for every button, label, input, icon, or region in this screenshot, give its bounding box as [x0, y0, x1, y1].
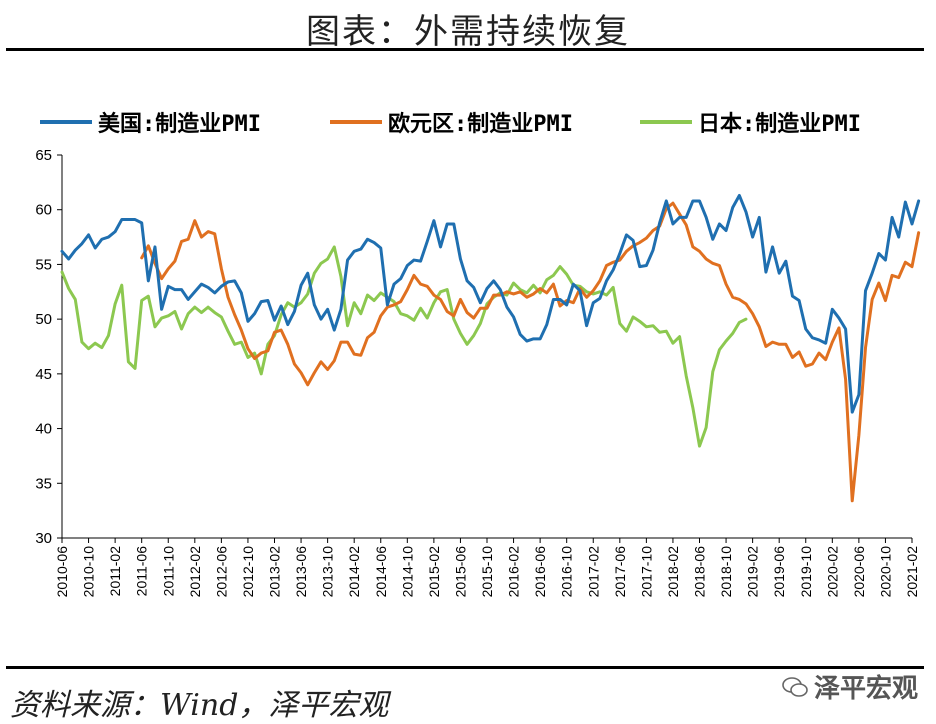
eurozone-pmi-line	[140, 201, 921, 503]
x-tick-label: 2017-06	[612, 546, 628, 598]
x-tick-label: 2011-06	[134, 546, 150, 597]
x-tick-label: 2016-02	[506, 546, 522, 598]
bottom-rule	[6, 666, 924, 669]
y-tick-label: 60	[35, 202, 52, 219]
wechat-icon	[782, 676, 808, 697]
x-tick-label: 2019-10	[798, 546, 814, 598]
legend-label-eurozone: 欧元区:制造业PMI	[388, 112, 573, 137]
x-tick-label: 2010-06	[54, 546, 70, 598]
x-tick-label: 2014-06	[373, 546, 389, 598]
y-tick-label: 30	[35, 530, 52, 547]
x-tick-label: 2014-02	[346, 546, 362, 598]
watermark-label: 泽平宏观	[813, 674, 918, 704]
y-tick-label: 40	[35, 421, 52, 438]
x-tick-label: 2012-02	[187, 546, 203, 598]
x-tick-label: 2018-06	[692, 546, 708, 598]
x-tick-label: 2012-10	[240, 546, 256, 598]
legend-item-us: 美国:制造业PMI	[40, 106, 261, 138]
y-tick-label: 65	[35, 147, 52, 164]
x-tick-label: 2011-10	[160, 546, 176, 597]
japan-pmi-line	[60, 245, 748, 448]
x-tick-label: 2021-02	[904, 546, 920, 598]
x-tick-label: 2020-10	[877, 546, 893, 598]
legend-label-japan: 日本:制造业PMI	[698, 112, 861, 137]
y-tick-label: 50	[35, 311, 52, 328]
legend-item-eurozone: 欧元区:制造业PMI	[330, 106, 573, 138]
chart-legend: 美国:制造业PMI 欧元区:制造业PMI 日本:制造业PMI	[40, 106, 920, 138]
y-tick-label: 35	[35, 475, 52, 492]
x-tick-label: 2020-02	[824, 546, 840, 598]
x-tick-label: 2013-10	[320, 546, 336, 598]
legend-swatch-eurozone	[330, 120, 382, 124]
top-rule	[6, 48, 924, 51]
legend-label-us: 美国:制造业PMI	[98, 112, 261, 137]
x-tick-label: 2013-06	[293, 546, 309, 598]
x-tick-label: 2018-02	[665, 546, 681, 598]
source-note: 资料来源：Wind，泽平宏观	[10, 688, 389, 723]
x-tick-label: 2014-10	[399, 546, 415, 598]
x-tick-label: 2011-02	[107, 546, 123, 597]
x-tick-label: 2015-10	[479, 546, 495, 598]
us-pmi-line	[60, 193, 921, 414]
x-tick-label: 2013-02	[267, 546, 283, 598]
figure-title: 图表：外需持续恢复	[306, 12, 630, 52]
x-tick-label: 2015-06	[452, 546, 468, 598]
x-tick-label: 2017-10	[638, 546, 654, 598]
x-tick-label: 2020-06	[851, 546, 867, 598]
y-tick-label: 55	[35, 256, 52, 273]
watermark: 泽平宏观	[782, 668, 918, 705]
legend-item-japan: 日本:制造业PMI	[640, 106, 861, 138]
legend-swatch-japan	[640, 120, 692, 124]
x-tick-label: 2018-10	[718, 546, 734, 598]
x-tick-label: 2019-02	[745, 546, 761, 598]
x-tick-label: 2016-06	[532, 546, 548, 598]
x-tick-label: 2010-10	[81, 546, 97, 598]
x-tick-label: 2017-02	[585, 546, 601, 598]
x-tick-label: 2015-02	[426, 546, 442, 598]
legend-swatch-us	[40, 120, 92, 124]
x-tick-label: 2019-06	[771, 546, 787, 598]
pmi-line-chart: 30 35 40 45 50 55 60 65 2010-06 2010-10 2011-02 201…	[35, 147, 921, 598]
x-tick-label: 2016-10	[559, 546, 575, 598]
y-tick-label: 45	[35, 366, 52, 383]
x-tick-label: 2012-06	[213, 546, 229, 598]
